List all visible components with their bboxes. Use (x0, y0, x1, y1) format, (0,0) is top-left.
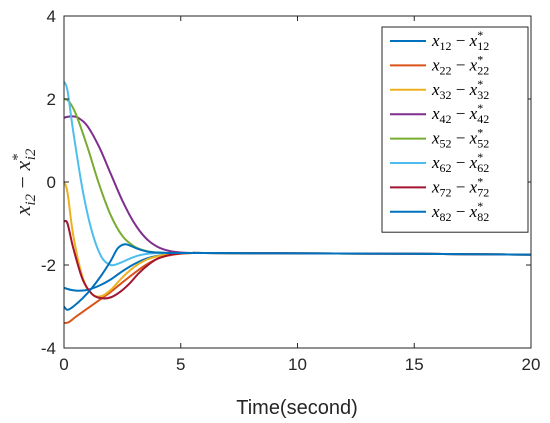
series-layer (63, 81, 532, 325)
legend-entry-8: x82 − x* 82 (431, 199, 489, 224)
y-tick-label: -4 (41, 339, 56, 358)
x-tick-label: 20 (522, 355, 541, 374)
y-tick-label: 4 (47, 7, 56, 26)
x-axis-label: Time(second) (236, 397, 358, 419)
x-tick-label: 10 (288, 355, 307, 374)
series-line-8 (63, 243, 532, 311)
legend-entry-6: x62 − x* 62 (431, 150, 489, 175)
y-tick-label: 0 (47, 173, 56, 192)
y-axis-label: xi2 − x*i2 (10, 148, 39, 216)
legend-entry-7: x72 − x* 72 (431, 174, 489, 199)
x-tick-label: 5 (176, 355, 185, 374)
legend-entry-4: x42 − x* 42 (431, 101, 489, 126)
x-tick-label: 0 (59, 355, 68, 374)
legend-entry-2: x22 − x* 22 (431, 52, 489, 77)
y-tick-label: -2 (41, 256, 56, 275)
legend-entry-3: x32 − x* 32 (431, 77, 489, 102)
x-tick-label: 15 (405, 355, 424, 374)
legend-entry-5: x52 − x* 52 (431, 126, 489, 151)
y-tick-label: 2 (47, 90, 56, 109)
legend-box (381, 26, 529, 233)
legend-entry-1: x12 − x* 12 (431, 28, 489, 53)
ticks-layer: 0 5 10 15 20 -4 -2 0 2 4 (41, 7, 541, 374)
